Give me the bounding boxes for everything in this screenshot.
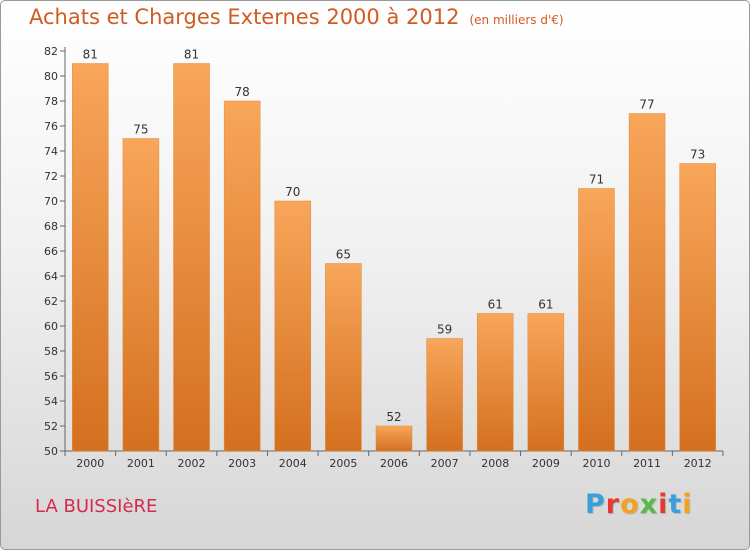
- x-tick-label: 2010: [582, 457, 610, 470]
- y-tick-label: 60: [44, 320, 58, 333]
- bar: [173, 63, 210, 452]
- bar: [527, 313, 565, 452]
- y-tick-label: 72: [44, 170, 58, 183]
- y-tick-label: 50: [44, 445, 58, 458]
- y-tick-label: 76: [44, 120, 58, 133]
- x-tick-label: 2001: [127, 457, 155, 470]
- x-tick-label: 2005: [329, 457, 357, 470]
- y-tick-label: 54: [44, 395, 58, 408]
- place-name: LA BUISSIèRE: [35, 496, 158, 517]
- y-tick-label: 74: [44, 145, 58, 158]
- data-label: 77: [639, 98, 654, 112]
- y-tick-label: 68: [44, 220, 58, 233]
- data-label: 78: [235, 85, 250, 99]
- x-tick-label: 2000: [76, 457, 104, 470]
- x-tick-label: 2012: [684, 457, 712, 470]
- bar: [679, 163, 716, 452]
- bar: [476, 313, 514, 452]
- chart-subtitle: (en milliers d'€): [469, 13, 564, 27]
- y-tick-label: 66: [44, 245, 58, 258]
- bar: [122, 138, 160, 452]
- logo-letter: t: [668, 489, 683, 520]
- x-tick-label: 2009: [532, 457, 560, 470]
- proxiti-logo: Proxiti: [585, 489, 693, 520]
- y-tick-label: 70: [44, 195, 58, 208]
- data-label: 61: [538, 298, 553, 312]
- y-tick-label: 62: [44, 295, 58, 308]
- data-label: 71: [589, 173, 604, 187]
- chart-title: Achats et Charges Externes 2000 à 2012 (e…: [29, 5, 564, 29]
- logo-letter: P: [585, 489, 606, 520]
- bar: [375, 425, 413, 452]
- data-label: 65: [336, 248, 351, 262]
- logo-letter: r: [605, 489, 621, 520]
- bar: [578, 188, 615, 452]
- y-tick-label: 64: [44, 270, 58, 283]
- y-tick-label: 78: [44, 95, 58, 108]
- data-label: 59: [437, 323, 452, 337]
- data-label: 61: [488, 298, 503, 312]
- data-label: 52: [386, 410, 401, 424]
- x-tick-label: 2011: [633, 457, 661, 470]
- data-label: 75: [133, 123, 148, 137]
- data-label: 70: [285, 185, 300, 199]
- logo-letter: i: [682, 489, 693, 520]
- data-label: 81: [83, 48, 98, 62]
- bar: [426, 338, 463, 452]
- x-tick-label: 2004: [279, 457, 307, 470]
- x-tick-label: 2002: [178, 457, 206, 470]
- logo-letter: i: [658, 489, 669, 520]
- bar: [274, 200, 312, 452]
- data-label: 73: [690, 148, 705, 162]
- y-tick-label: 82: [44, 45, 58, 58]
- y-tick-label: 58: [44, 345, 58, 358]
- bar: [628, 113, 666, 452]
- chart-title-text: Achats et Charges Externes 2000 à 2012: [29, 5, 460, 29]
- data-label: 81: [184, 48, 199, 62]
- y-tick-label: 80: [44, 70, 58, 83]
- bar: [223, 100, 261, 452]
- logo-letter: o: [620, 489, 640, 520]
- logo-letter: x: [639, 489, 659, 520]
- x-tick-label: 2007: [431, 457, 459, 470]
- x-tick-label: 2008: [481, 457, 509, 470]
- x-tick-label: 2006: [380, 457, 408, 470]
- bar: [325, 263, 362, 452]
- bar: [72, 63, 109, 452]
- y-tick-label: 52: [44, 420, 58, 433]
- x-tick-label: 2003: [228, 457, 256, 470]
- y-tick-label: 56: [44, 370, 58, 383]
